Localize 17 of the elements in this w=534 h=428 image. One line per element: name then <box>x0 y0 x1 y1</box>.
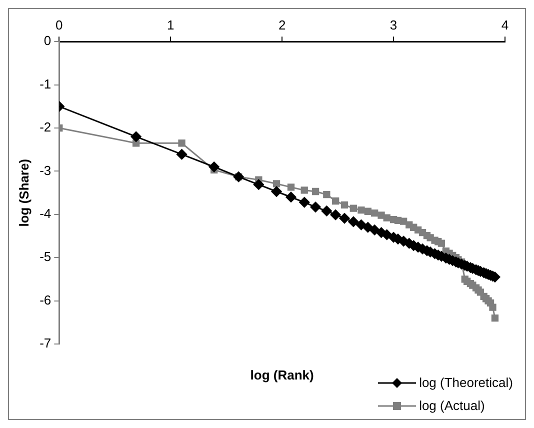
y-tick-label: -1 <box>40 76 52 92</box>
x-tick-label: 3 <box>390 17 398 32</box>
x-axis-title: log (Rank) <box>250 368 314 383</box>
y-tick-label: -7 <box>40 336 52 351</box>
y-tick-label: 0 <box>44 33 52 48</box>
legend-label: log (Actual) <box>419 398 485 413</box>
x-tick-label: 4 <box>501 17 509 32</box>
y-tick-label: -3 <box>40 162 52 178</box>
x-tick-label: 1 <box>167 17 174 32</box>
y-axis-title: log (Share) <box>16 158 32 227</box>
x-tick-label: 0 <box>56 17 63 32</box>
y-tick-label: -5 <box>40 249 52 264</box>
y-tick-label: -2 <box>40 120 52 135</box>
x-tick-label: 2 <box>278 17 286 32</box>
y-tick-label: -4 <box>40 206 52 221</box>
legend-label: log (Theoretical) <box>419 375 513 390</box>
y-tick-label: -6 <box>40 292 52 308</box>
